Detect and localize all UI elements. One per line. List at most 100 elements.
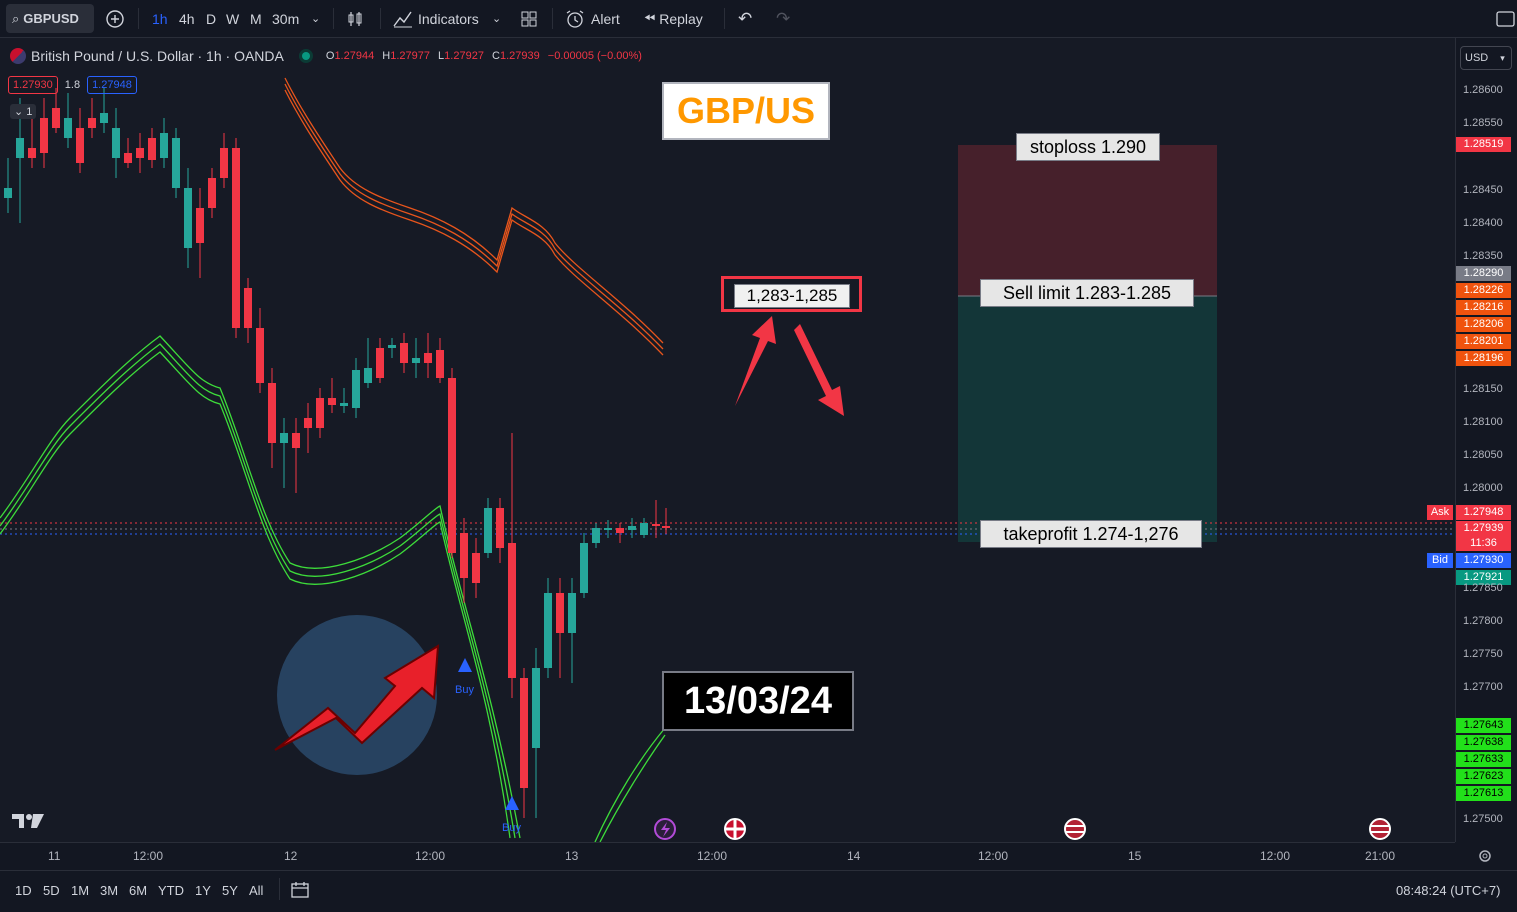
band-price-tag: 1.27643 (1456, 718, 1511, 733)
candle-body (616, 528, 624, 533)
candle-body (328, 398, 336, 405)
rewind-icon: ⏪︎ (644, 10, 656, 26)
grid-layout-icon (521, 11, 537, 26)
currency-selector[interactable]: USD ▾ (1460, 46, 1512, 70)
indicators-label: Indicators (418, 10, 479, 27)
indicators-collapse-button[interactable]: ⌄ 1 (10, 104, 37, 119)
time-scale[interactable] (0, 842, 1455, 871)
time-label: 11 (48, 849, 61, 863)
interval-4h[interactable]: 4h (179, 10, 195, 27)
range-1m[interactable]: 1M (71, 883, 90, 898)
interval-1h[interactable]: 1h (152, 10, 168, 27)
price-level: 1.28100 (1463, 416, 1503, 428)
goto-date-button[interactable] (290, 880, 310, 905)
takeprofit-label[interactable]: takeprofit 1.274-1,276 (980, 520, 1202, 548)
candle-body (604, 528, 612, 530)
us-flag-icon (1369, 818, 1391, 840)
add-circle-icon (106, 9, 124, 28)
gbp-usd-flag-icon (10, 48, 26, 64)
sell-limit-label[interactable]: Sell limit 1.283-1.285 (980, 279, 1194, 307)
candle-body (280, 433, 288, 443)
chart-type-button[interactable] (345, 0, 365, 37)
candle-body (88, 118, 96, 128)
time-label: 12:00 (133, 849, 164, 863)
candle-body (232, 148, 240, 328)
chevron-down-icon: ⌄ (14, 106, 24, 118)
time-label: 15 (1128, 849, 1142, 863)
candle-body (256, 328, 264, 383)
band-price-tag: 1.27623 (1456, 769, 1511, 784)
symbol-search[interactable]: ⌕ GBPUSD (6, 4, 94, 33)
interval-dropdown-chevron-icon[interactable]: ⌄ (311, 13, 321, 25)
price-scale[interactable] (1455, 38, 1517, 842)
range-5d[interactable]: 5D (43, 883, 60, 898)
candle-body (304, 418, 312, 428)
last-price-tag: 1.27939 11:36 (1456, 521, 1511, 551)
clock-timezone[interactable]: 08:48:24 (UTC+7) (1396, 883, 1501, 898)
undo-icon[interactable]: ↶ (738, 8, 753, 28)
chart-pane[interactable]: British Pound / U.S. Dollar · 1h · OANDA… (0, 38, 1455, 842)
replay-label: Replay (659, 10, 703, 27)
market-status-dot (301, 52, 310, 60)
candle-body (184, 188, 192, 248)
interval-30m[interactable]: 30m (272, 10, 300, 27)
stoploss-zone[interactable] (958, 145, 1217, 296)
price-chart[interactable] (0, 38, 1455, 842)
interval-m[interactable]: M (250, 10, 262, 27)
range-1d[interactable]: 1D (15, 883, 32, 898)
tradingview-logo (12, 814, 44, 828)
range-1y[interactable]: 1Y (195, 883, 211, 898)
range-all[interactable]: All (249, 883, 264, 898)
redo-icon[interactable]: ↷ (776, 8, 791, 28)
candle-body (520, 678, 528, 788)
bottom-toolbar (0, 870, 1517, 912)
candle-body (4, 188, 12, 198)
candle-body (580, 543, 588, 593)
compare-button[interactable] (104, 0, 126, 37)
top-toolbar: ⌕ GBPUSD 1h 4h D W M 30m ⌄ Indicators ⌄ … (0, 0, 1517, 38)
indicators-icon (393, 11, 412, 27)
candle-body (136, 148, 144, 158)
time-label: 12:00 (415, 849, 446, 863)
date-annotation[interactable]: 13/03/24 (662, 671, 854, 731)
band-price-tag: 1.27633 (1456, 752, 1511, 767)
candle-body (556, 593, 564, 633)
candle-body (652, 524, 660, 526)
zone-annotation[interactable]: 1,283-1,285 (721, 276, 862, 312)
replay-button[interactable]: ⏪︎ Replay (644, 0, 703, 37)
candle-body (352, 370, 360, 408)
range-3m[interactable]: 3M (100, 883, 119, 898)
interval-d[interactable]: D (206, 10, 217, 27)
sell-button[interactable]: 1.27930 (8, 76, 58, 94)
range-5y[interactable]: 5Y (222, 883, 238, 898)
indicators-button[interactable]: Indicators (392, 0, 479, 37)
quick-trade: 1.27930 1.8 1.27948 (8, 76, 137, 94)
range-6m[interactable]: 6M (129, 883, 148, 898)
title-annotation[interactable]: GBP/US (662, 82, 830, 140)
stoploss-label[interactable]: stoploss 1.290 (1016, 133, 1160, 161)
buy-button[interactable]: 1.27948 (87, 76, 137, 94)
trend-logo (274, 615, 440, 775)
alert-button[interactable]: Alert (565, 0, 620, 37)
band-price-tag: 1.28226 (1456, 283, 1511, 298)
candle-body (148, 138, 156, 160)
symbol-title[interactable]: British Pound / U.S. Dollar · 1h · OANDA (31, 48, 284, 64)
takeprofit-zone[interactable] (958, 296, 1217, 542)
fullscreen-button[interactable] (1496, 0, 1516, 37)
layout-button[interactable] (519, 0, 539, 37)
candle-body (292, 433, 300, 448)
candle-body (40, 118, 48, 153)
indicators-dropdown-chevron-icon[interactable]: ⌄ (492, 13, 502, 25)
candle-body (460, 533, 468, 578)
band-price-tag: 1.28196 (1456, 351, 1511, 366)
price-level: 1.28050 (1463, 449, 1503, 461)
up-arrow-icon (735, 316, 776, 406)
event-icons[interactable] (654, 818, 1391, 840)
chart-settings-button[interactable] (1477, 848, 1493, 869)
band-price-tag: 1.27638 (1456, 735, 1511, 750)
candle-body (628, 526, 636, 530)
range-ytd[interactable]: YTD (158, 883, 184, 898)
time-label: 12:00 (697, 849, 728, 863)
candle-body (544, 593, 552, 668)
interval-w[interactable]: W (226, 10, 240, 27)
